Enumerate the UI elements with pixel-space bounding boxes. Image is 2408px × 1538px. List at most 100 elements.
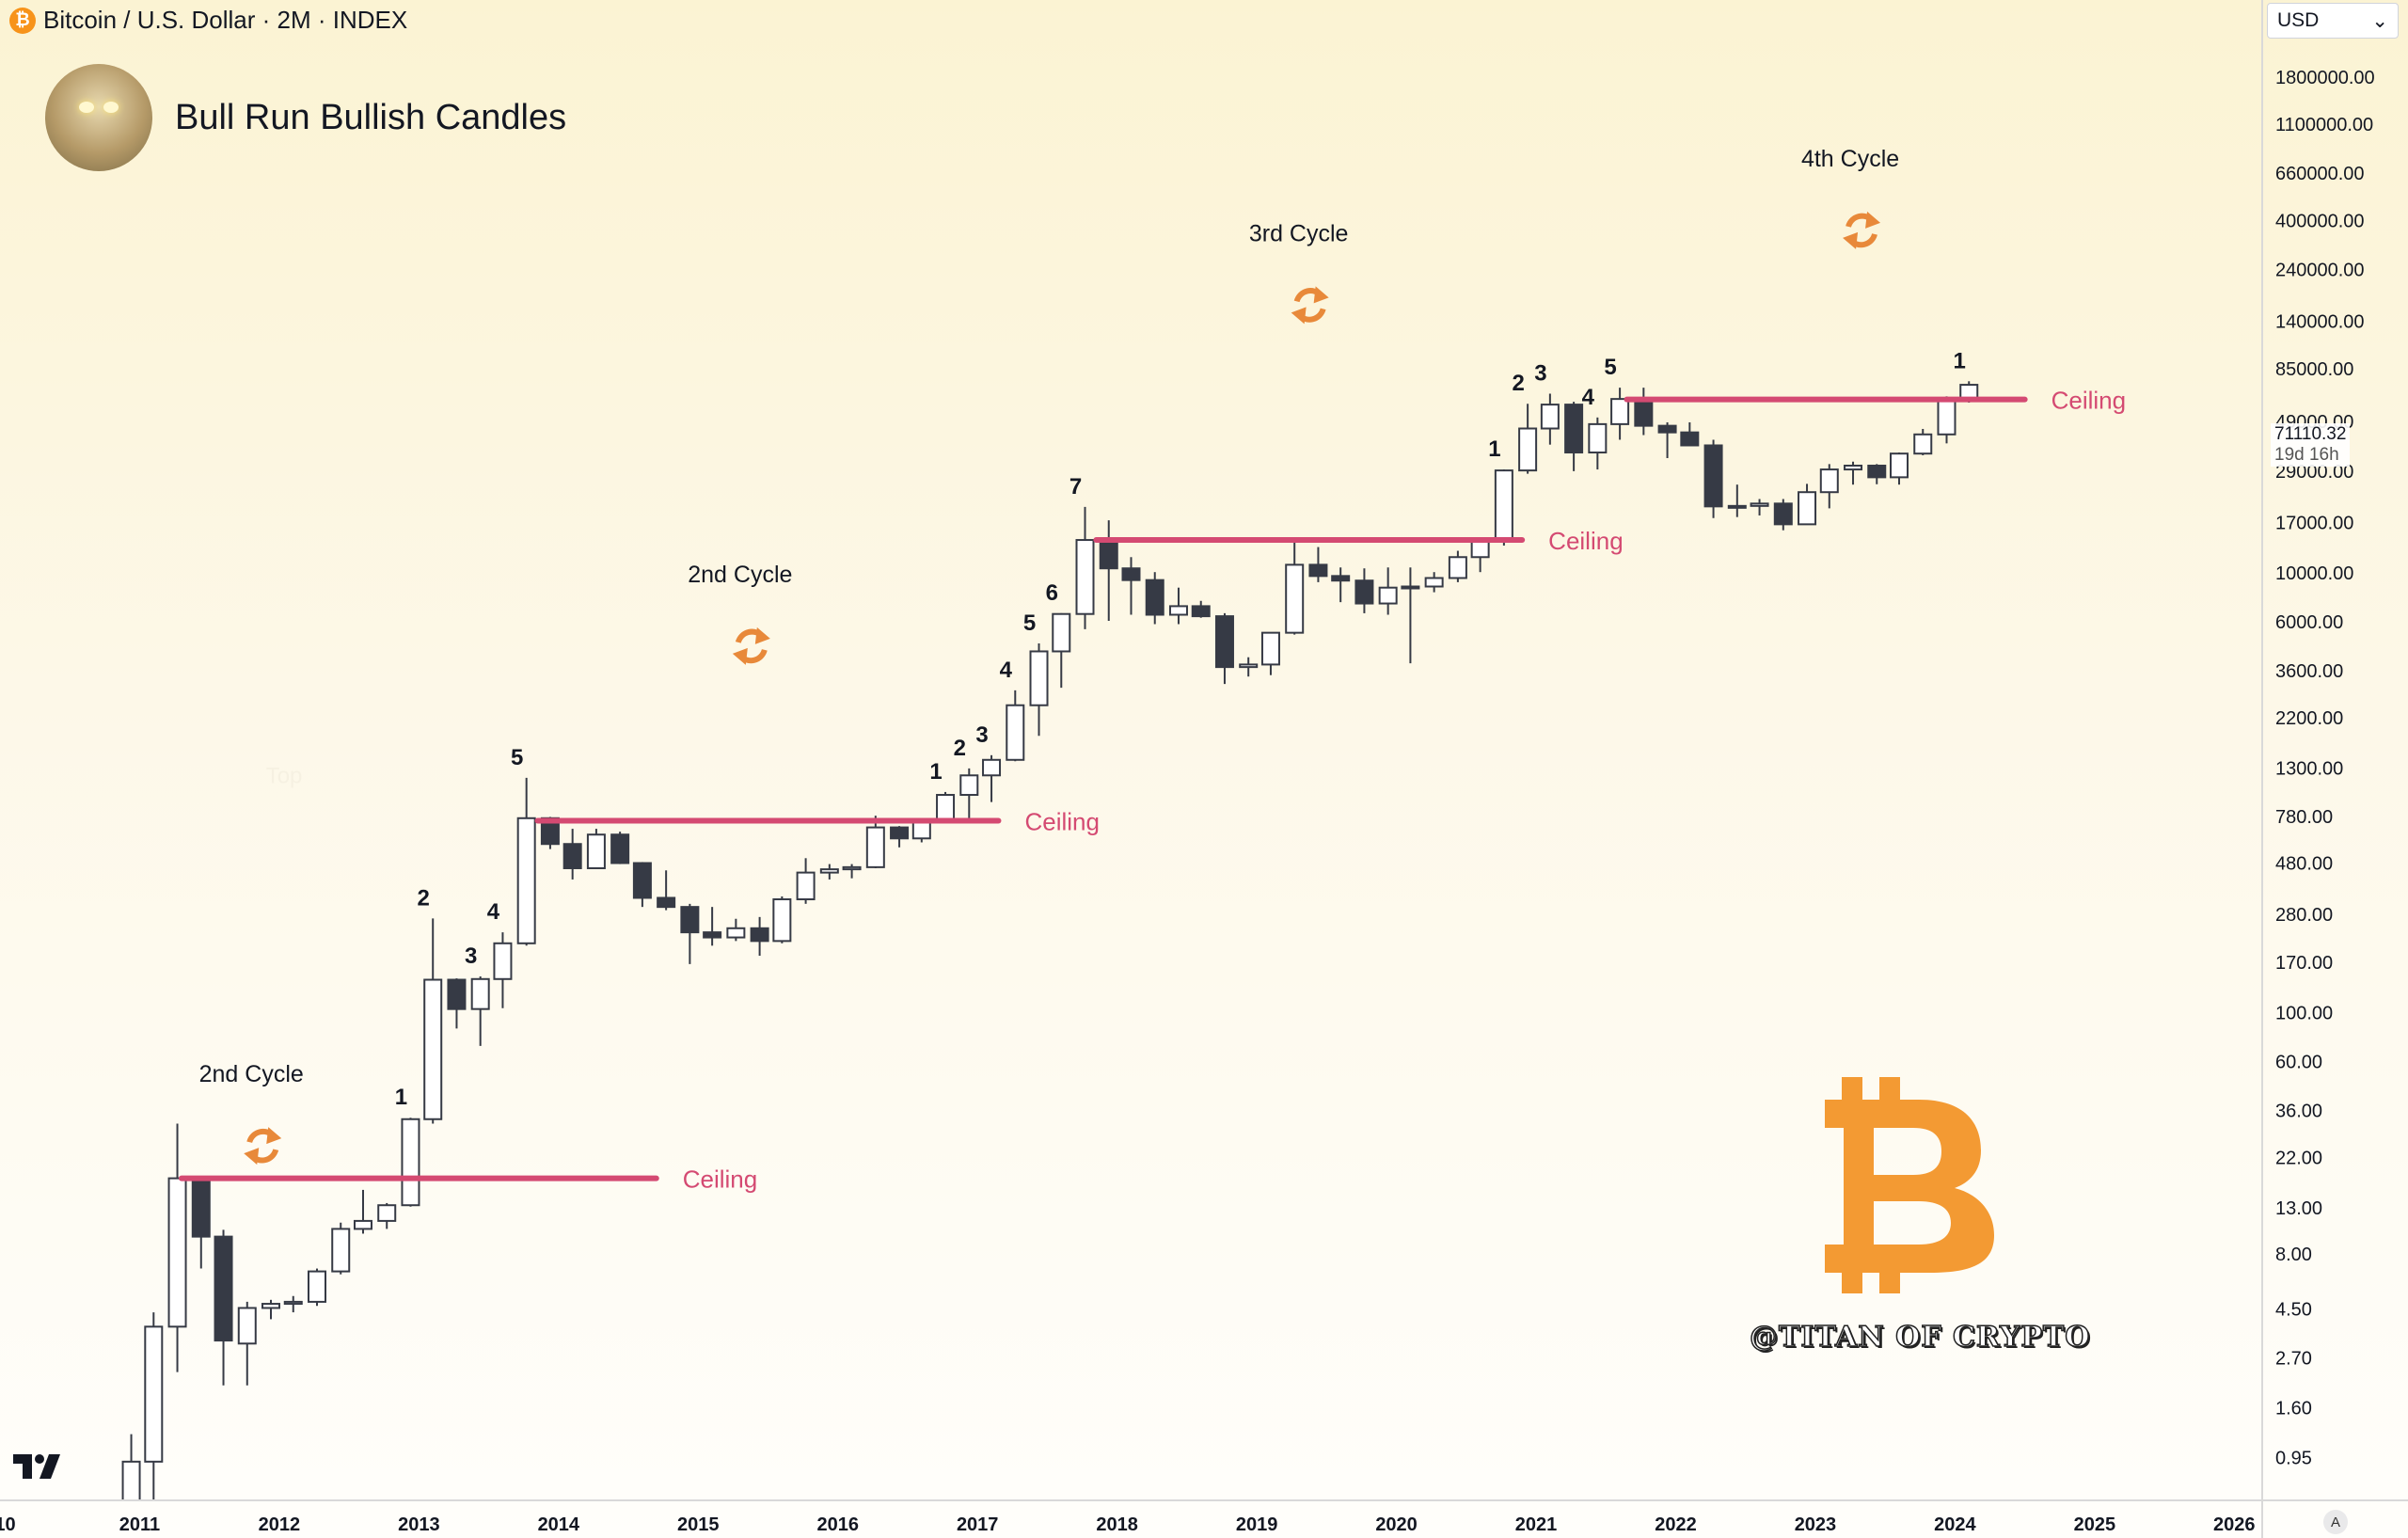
ceiling-label: Ceiling [683,1165,758,1194]
bear-candle-body [1214,615,1234,669]
bull-candle-body [144,1325,164,1463]
candle [1214,612,1234,685]
cycle-label: 2nd Cycle [199,1061,304,1087]
candle [1099,520,1118,622]
candle [237,1301,257,1386]
bull-candle-body [1260,631,1280,666]
price-axis-tick: 4.50 [2275,1299,2312,1320]
price-axis-tick: 660000.00 [2275,164,2365,184]
cycle-arrowhead-top [1313,286,1329,304]
price-axis-tick: 280.00 [2275,905,2333,926]
candle [1121,557,1141,615]
bull-candle-body [1540,404,1560,430]
bull-candle-body [1798,491,1817,526]
candle [610,832,630,864]
candle [1285,541,1305,635]
price-axis-tick: 36.00 [2275,1101,2322,1121]
wave-count-label: 5 [1023,610,1036,636]
price-axis-tick: 6000.00 [2275,612,2343,633]
bear-candle-body [1121,567,1141,581]
bull-candle-body [726,927,746,939]
plot-area [121,381,1979,1500]
faint-label: Top [266,763,303,788]
bull-candle-body [959,774,979,797]
candle [1564,402,1584,471]
candle [1331,567,1351,603]
candle [796,858,816,904]
bull-candle-body [1913,433,1933,455]
wave-count-label: 5 [511,745,523,770]
bitcoin-logo-icon [1815,1077,2004,1298]
candle [1401,567,1420,664]
candle [493,932,513,1008]
candle [191,1176,211,1269]
bull-candle-body [819,868,839,874]
time-axis-tick: 2019 [1236,1514,1278,1535]
bull-candle-body [283,1300,303,1306]
time-axis-tick: 2013 [398,1514,440,1535]
candle [1750,499,1769,515]
refresh-cycle-icon [1843,211,1881,249]
candle [865,816,885,868]
bear-candle-body [1308,563,1328,578]
candle [1470,540,1490,573]
bull-candle-body [1750,502,1769,507]
watermark: @TITAN OF CRYPTO [1749,1320,2091,1355]
currency-value: USD [2277,9,2320,31]
price-axis-tick: 1300.00 [2275,758,2343,779]
auto-scale-button[interactable]: A [2323,1510,2348,1534]
currency-select[interactable]: USD ⌄ [2267,3,2399,39]
bear-candle-body [1354,579,1374,605]
bear-candle-body [1703,444,1723,508]
price-axis-tick: 140000.00 [2275,311,2365,332]
last-price: 71110.32 [2274,424,2347,444]
cycle-label: 2nd Cycle [688,562,792,588]
candle [911,819,931,843]
candle [1727,484,1747,517]
bear-candle-body [1564,404,1584,454]
wave-count-label: 1 [1488,436,1500,462]
candle [1703,439,1723,518]
cycle-arrowhead-top [1865,211,1881,229]
bull-candle-body [307,1270,326,1303]
cycle-label: 4th Cycle [1801,146,1899,172]
cycle-arrowhead-top [266,1127,282,1145]
symbol-header[interactable]: ₿ Bitcoin / U.S. Dollar · 2M · INDEX [9,6,407,35]
bull-candle-body [167,1177,187,1328]
candle [1610,388,1630,440]
bull-candle-body [1168,605,1188,616]
bear-candle-body [562,843,582,869]
wave-count-label: 3 [465,943,477,969]
bull-candle-body [586,833,606,869]
bull-candle-body [1470,540,1490,559]
bull-candle-body [516,817,536,944]
candle [1913,428,1933,455]
bull-candle-body [1819,468,1839,494]
bitcoin-symbol-icon: ₿ [9,7,36,34]
candle [842,864,862,879]
bull-candle-body [1239,663,1259,669]
candle [1959,381,1979,404]
candle [1588,417,1608,470]
price-axis-tick: 10000.00 [2275,563,2353,584]
candle [1540,393,1560,445]
time-axis-tick: 2021 [1515,1514,1558,1535]
time-axis-tick: 2018 [1096,1514,1138,1535]
bull-candle-body [1424,577,1444,588]
bear-candle-body [191,1177,211,1238]
candle [1937,396,1956,444]
symbol-description: Bitcoin / U.S. Dollar · 2M · INDEX [43,6,408,34]
bear-candle-body [1191,605,1211,618]
bear-candle-body [632,862,652,899]
tradingview-logo-icon[interactable] [13,1454,60,1485]
candle [1680,421,1700,447]
price-axis-tick: 170.00 [2275,953,2333,974]
bear-candle-body [1657,424,1677,434]
bull-candle-body [1494,469,1513,543]
wave-count-label: 3 [1534,361,1546,387]
candle [703,907,722,946]
candle [1260,631,1280,675]
bear-candle-body [1867,464,1887,479]
candle [890,826,910,848]
